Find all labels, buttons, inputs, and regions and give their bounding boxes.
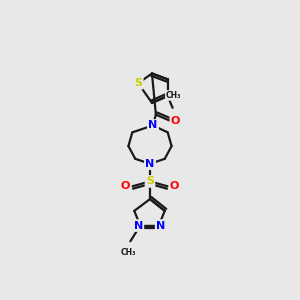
Text: S: S — [134, 78, 142, 88]
Text: N: N — [156, 220, 165, 231]
Text: N: N — [134, 220, 143, 231]
Text: O: O — [170, 181, 179, 191]
Text: N: N — [146, 159, 154, 169]
Text: S: S — [146, 176, 154, 186]
Text: O: O — [121, 181, 130, 191]
Text: O: O — [171, 116, 180, 126]
Text: N: N — [148, 121, 158, 130]
Text: CH₃: CH₃ — [166, 91, 181, 100]
Text: CH₃: CH₃ — [121, 248, 136, 257]
